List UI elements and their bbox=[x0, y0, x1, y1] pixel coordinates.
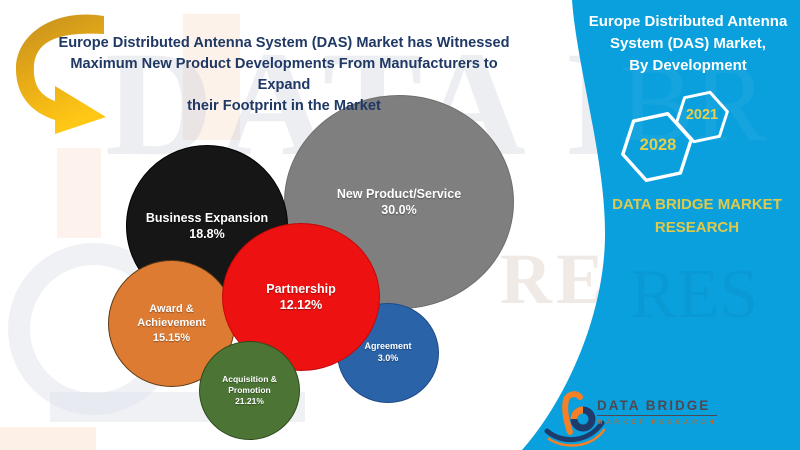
sidebar-title-line: By Development bbox=[629, 57, 747, 74]
bubble-label: Acquisition & bbox=[222, 373, 277, 384]
watermark-text: RES bbox=[630, 255, 758, 335]
watermark-band bbox=[0, 427, 96, 450]
bubble-value: 18.8% bbox=[189, 227, 225, 241]
bubble-value: 30.0% bbox=[381, 203, 417, 217]
data-bridge-wordmark: DATA BRIDGE MARKET RESEARCH bbox=[597, 398, 718, 426]
sidebar-title-line: Europe Distributed Antenna bbox=[588, 13, 788, 30]
bubble-agreement: Agreement 3.0% bbox=[337, 303, 439, 403]
bubble-acquisition-promotion: Acquisition & Promotion 21.21% bbox=[199, 341, 300, 440]
watermark-band bbox=[57, 148, 101, 238]
bubble-value: 15.15% bbox=[152, 331, 191, 344]
bubble-label: New Product/Service bbox=[336, 186, 462, 201]
bubble-value: 3.0% bbox=[377, 353, 399, 363]
data-bridge-logo-icon bbox=[544, 391, 606, 447]
logo-subtitle: MARKET RESEARCH bbox=[597, 419, 718, 426]
brand-name: DATA BRIDGE MARKET RESEARCH bbox=[594, 193, 800, 239]
bubble-value: 21.21% bbox=[235, 396, 264, 407]
bubble-label: Partnership bbox=[266, 281, 336, 296]
bubble-value: 12.12% bbox=[279, 298, 323, 312]
brand-name-line: DATA BRIDGE MARKET bbox=[612, 196, 782, 213]
bubble-label: Promotion bbox=[228, 384, 271, 395]
slide-title-line: Maximum New Product Developments From Ma… bbox=[70, 56, 498, 93]
slide-title-line: Europe Distributed Antenna System (DAS) … bbox=[58, 35, 510, 51]
logo-title: DATA BRIDGE bbox=[597, 398, 718, 416]
bubble-label: Achievement bbox=[137, 317, 206, 330]
bubble-label: Business Expansion bbox=[145, 210, 269, 225]
sidebar-title: Europe Distributed Antenna System (DAS) … bbox=[582, 11, 794, 77]
sidebar-title-line: System (DAS) Market, bbox=[610, 35, 766, 52]
bubble-label: Agreement bbox=[364, 341, 412, 352]
curved-arrow-icon bbox=[15, 14, 106, 135]
bubble-label: Award & bbox=[149, 303, 194, 316]
brand-name-line: RESEARCH bbox=[654, 219, 740, 236]
base-year-label: 2021 bbox=[685, 107, 719, 123]
forecast-year-label: 2028 bbox=[639, 136, 677, 154]
